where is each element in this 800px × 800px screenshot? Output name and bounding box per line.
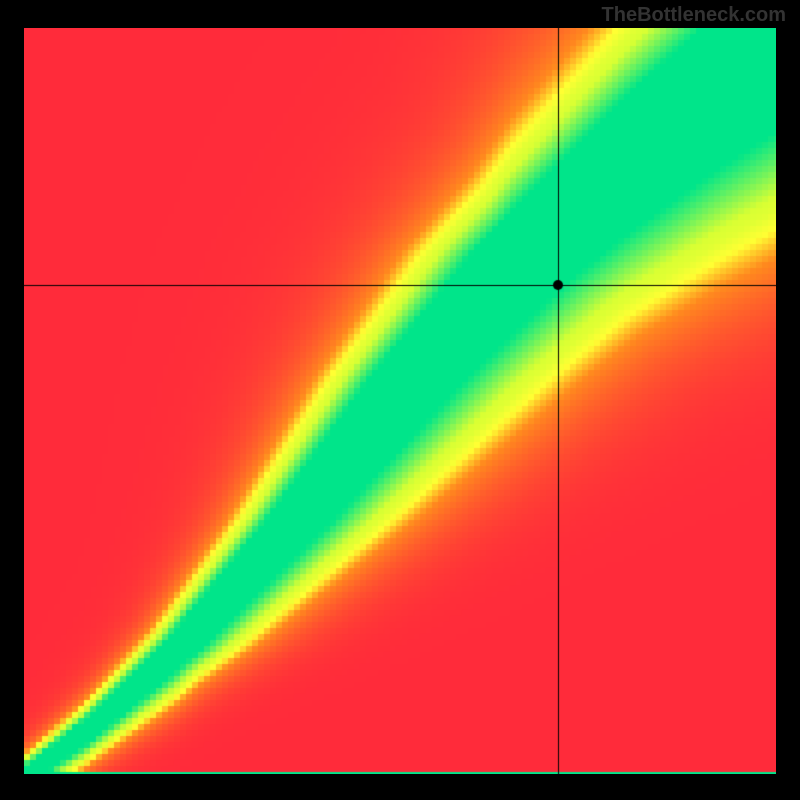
- heatmap-canvas: [24, 28, 776, 774]
- plot-area: [24, 28, 776, 774]
- chart-container: TheBottleneck.com: [0, 0, 800, 800]
- attribution-text: TheBottleneck.com: [602, 4, 786, 27]
